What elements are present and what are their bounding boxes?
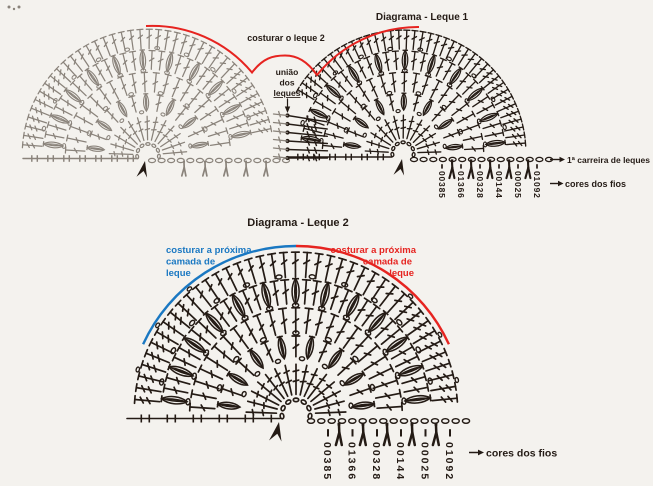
svg-text:camada de: camada de xyxy=(363,257,412,268)
svg-text:00385: 00385 xyxy=(437,171,447,199)
svg-text:01092: 01092 xyxy=(443,442,455,481)
svg-text:camada de: camada de xyxy=(166,257,215,268)
svg-text:00385: 00385 xyxy=(321,442,333,481)
svg-text:1ª carreira de leques: 1ª carreira de leques xyxy=(567,155,650,165)
svg-text:leques: leques xyxy=(274,88,301,98)
svg-text:união: união xyxy=(276,67,299,77)
svg-text:00144: 00144 xyxy=(494,171,504,199)
svg-text:costurar o leque 2: costurar o leque 2 xyxy=(247,33,325,43)
svg-text:00328: 00328 xyxy=(370,442,382,481)
svg-text:00025: 00025 xyxy=(513,171,523,199)
svg-text:01366: 01366 xyxy=(456,171,466,199)
svg-text:01366: 01366 xyxy=(346,442,358,481)
svg-text:00144: 00144 xyxy=(394,442,406,481)
svg-text:00025: 00025 xyxy=(419,442,431,481)
svg-text:dos: dos xyxy=(279,78,294,88)
svg-text:01092: 01092 xyxy=(532,171,542,199)
svg-text:costurar a próxima: costurar a próxima xyxy=(330,245,416,256)
svg-text:cores dos fios: cores dos fios xyxy=(565,179,626,189)
svg-text:cores dos fios: cores dos fios xyxy=(486,448,557,460)
svg-text:leque: leque xyxy=(389,268,414,279)
svg-text:Diagrama - Leque 2: Diagrama - Leque 2 xyxy=(247,217,348,229)
svg-text:costurar a próxima: costurar a próxima xyxy=(166,245,252,256)
svg-text:00328: 00328 xyxy=(475,171,485,199)
svg-text:leque: leque xyxy=(166,268,191,279)
svg-text:Diagrama - Leque 1: Diagrama - Leque 1 xyxy=(376,12,469,23)
